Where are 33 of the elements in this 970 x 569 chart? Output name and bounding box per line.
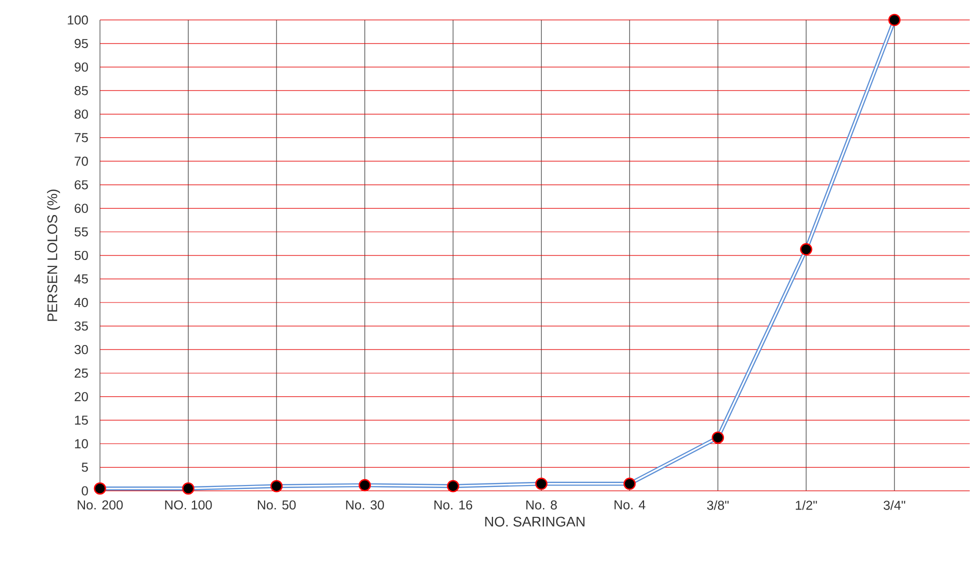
y-tick-label: 95	[74, 39, 88, 48]
y-tick-label: 85	[74, 86, 88, 96]
y-tick-label: 90	[74, 62, 88, 72]
y-tick-label: 75	[74, 133, 88, 142]
y-tick-label: 0	[82, 486, 88, 496]
x-tick-label: 3/8"	[707, 500, 729, 510]
y-tick-label: 100	[68, 15, 88, 25]
x-tick-label: No. 4	[614, 500, 646, 510]
x-tick-label: No. 200	[78, 500, 123, 510]
y-tick-label: 65	[74, 180, 88, 190]
y-tick-label: 40	[74, 298, 88, 308]
y-tick-label: 5	[82, 462, 88, 472]
y-tick-label: 35	[74, 322, 88, 331]
y-tick-label: 55	[74, 227, 88, 236]
x-axis-title: NO. SARINGAN	[485, 516, 584, 527]
y-tick-label: 20	[74, 392, 88, 402]
y-tick-label: 25	[74, 368, 88, 378]
y-tick-label: 45	[74, 274, 88, 284]
x-tick-label: 1/2"	[796, 500, 817, 510]
x-tick-label: 3/4"	[884, 500, 906, 510]
x-tick-label: No. 16	[434, 500, 472, 510]
x-tick-label: No. 8	[526, 500, 557, 510]
y-axis-title: PERSEN LOLOS (%)	[47, 190, 60, 321]
y-tick-label: 10	[75, 439, 88, 448]
x-tick-label: No. 50	[258, 500, 296, 510]
y-tick-label: 30	[74, 345, 88, 354]
y-tick-label: 50	[74, 250, 88, 260]
y-tick-label: 80	[74, 110, 88, 119]
y-tick-label: 15	[75, 416, 88, 425]
x-tick-label: No. 30	[346, 500, 384, 510]
y-tick-label: 60	[74, 204, 88, 213]
x-tick-label: NO. 100	[165, 500, 212, 510]
y-tick-label: 70	[74, 156, 88, 166]
